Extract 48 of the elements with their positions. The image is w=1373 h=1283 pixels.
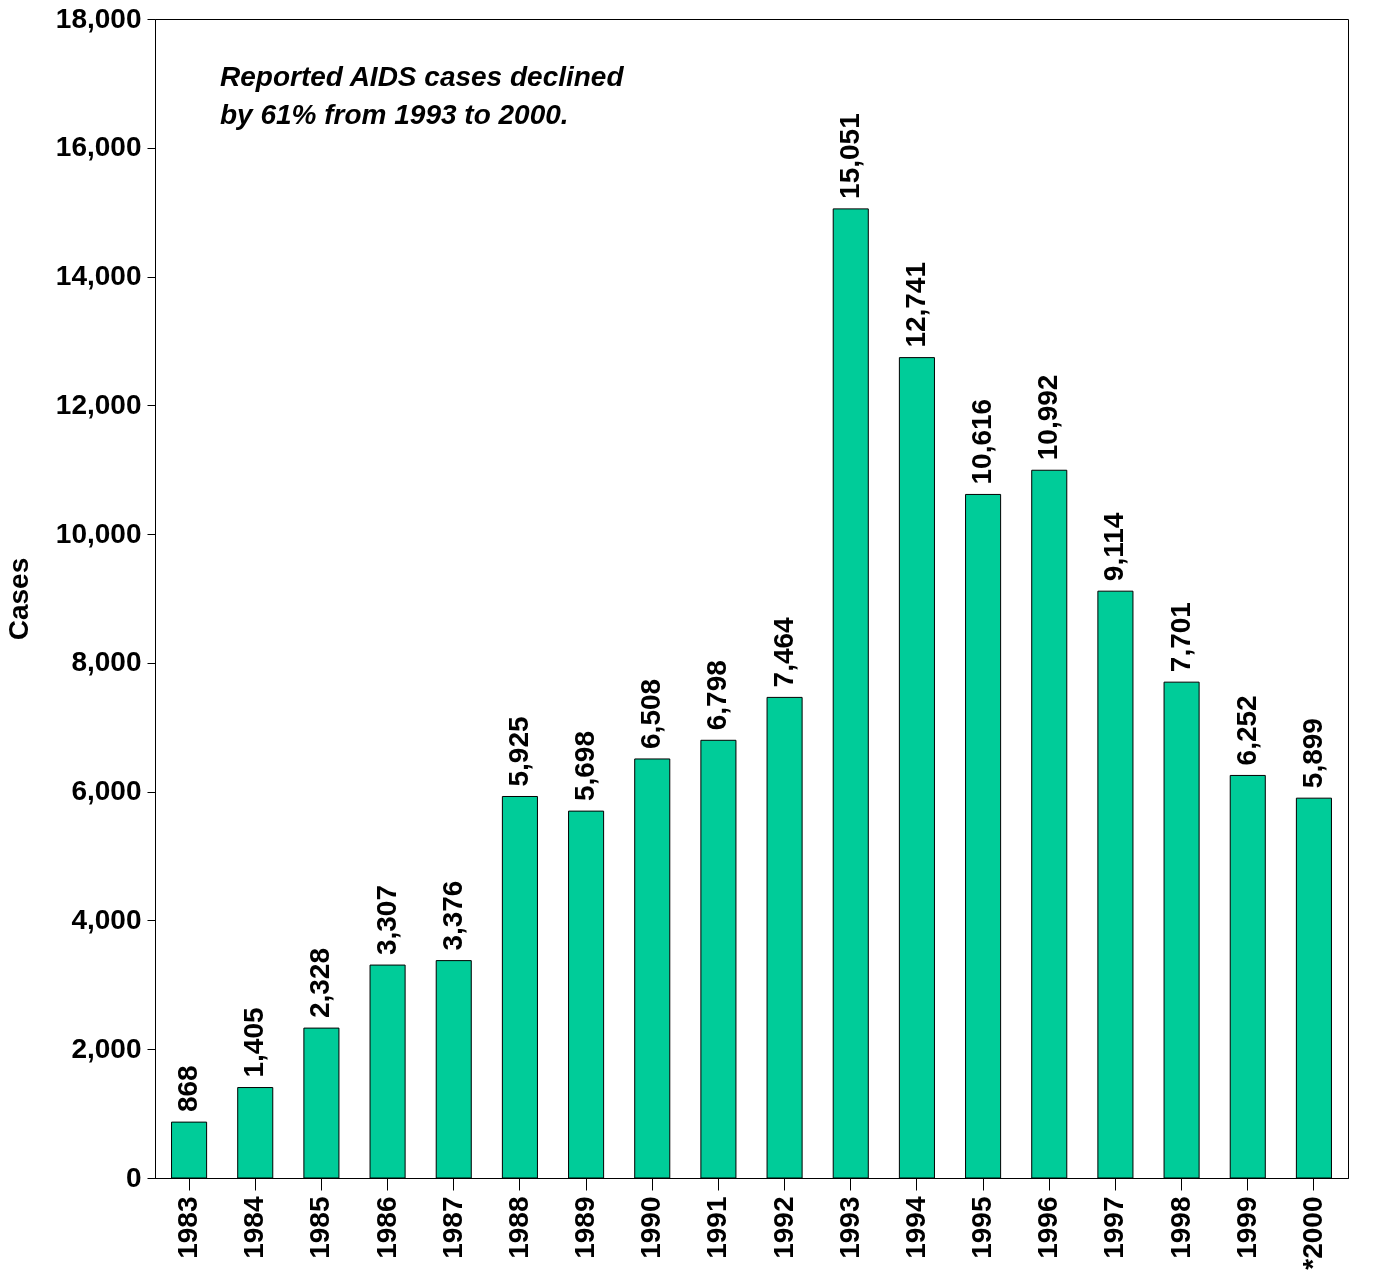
y-tick-label: 6,000 [71, 775, 142, 807]
data-label: 3,376 [436, 880, 468, 951]
x-tick-label: 1988 [502, 1196, 534, 1259]
data-label: 5,899 [1296, 718, 1328, 789]
x-tick-label: *2000 [1296, 1196, 1328, 1270]
x-tick-label: 1987 [436, 1196, 468, 1259]
y-tick-label: 16,000 [55, 131, 142, 163]
data-label: 3,307 [370, 884, 402, 956]
y-tick-label: 0 [125, 1161, 142, 1193]
y-tick-label: 14,000 [55, 260, 142, 292]
annotation: Reported AIDS cases declined by 61% from 1993 to 2000. [220, 61, 625, 130]
x-tick-label: 1998 [1164, 1196, 1196, 1259]
data-label: 10,616 [966, 398, 998, 485]
x-tick-label: 1999 [1230, 1196, 1262, 1259]
data-label: 7,464 [767, 616, 799, 688]
data-label: 12,741 [899, 261, 931, 348]
x-tick-label: 1995 [966, 1196, 998, 1259]
data-label: 1,405 [238, 1007, 270, 1078]
data-label: 6,508 [635, 678, 667, 749]
y-tick-label: 10,000 [55, 517, 142, 549]
data-label: 5,925 [502, 716, 534, 787]
data-label: 15,051 [833, 113, 865, 199]
x-tick-label: 1990 [635, 1196, 667, 1259]
data-label: 10,992 [1032, 374, 1064, 461]
y-tick-label: 12,000 [55, 388, 142, 420]
data-label: 6,252 [1230, 695, 1262, 766]
x-tick-label: 1985 [304, 1196, 336, 1259]
y-tick-label: 4,000 [71, 903, 142, 935]
data-label: 5,698 [569, 731, 601, 802]
x-tick-label: 1989 [569, 1196, 601, 1259]
x-tick-label: 1986 [370, 1196, 402, 1259]
x-tick-label: 1997 [1098, 1196, 1130, 1259]
data-label: 6,798 [701, 660, 733, 731]
data-label: 9,114 [1098, 512, 1130, 582]
y-tick-label: 18,000 [55, 2, 142, 34]
x-tick-label: 1992 [767, 1196, 799, 1259]
x-tick-label: 1983 [172, 1196, 204, 1259]
x-tick-label: 1984 [238, 1196, 270, 1259]
x-tick-label: 1996 [1032, 1196, 1064, 1259]
data-label: 868 [172, 1065, 204, 1113]
data-label: 2,328 [304, 948, 336, 1019]
x-tick-label: 1994 [899, 1196, 931, 1259]
y-axis-title: Cases [2, 557, 34, 641]
data-label: 7,701 [1164, 602, 1196, 673]
y-tick-label: 2,000 [71, 1032, 142, 1064]
x-tick-label: 1993 [833, 1196, 865, 1259]
y-tick-label: 8,000 [71, 646, 142, 678]
x-tick-label: 1991 [701, 1196, 733, 1259]
